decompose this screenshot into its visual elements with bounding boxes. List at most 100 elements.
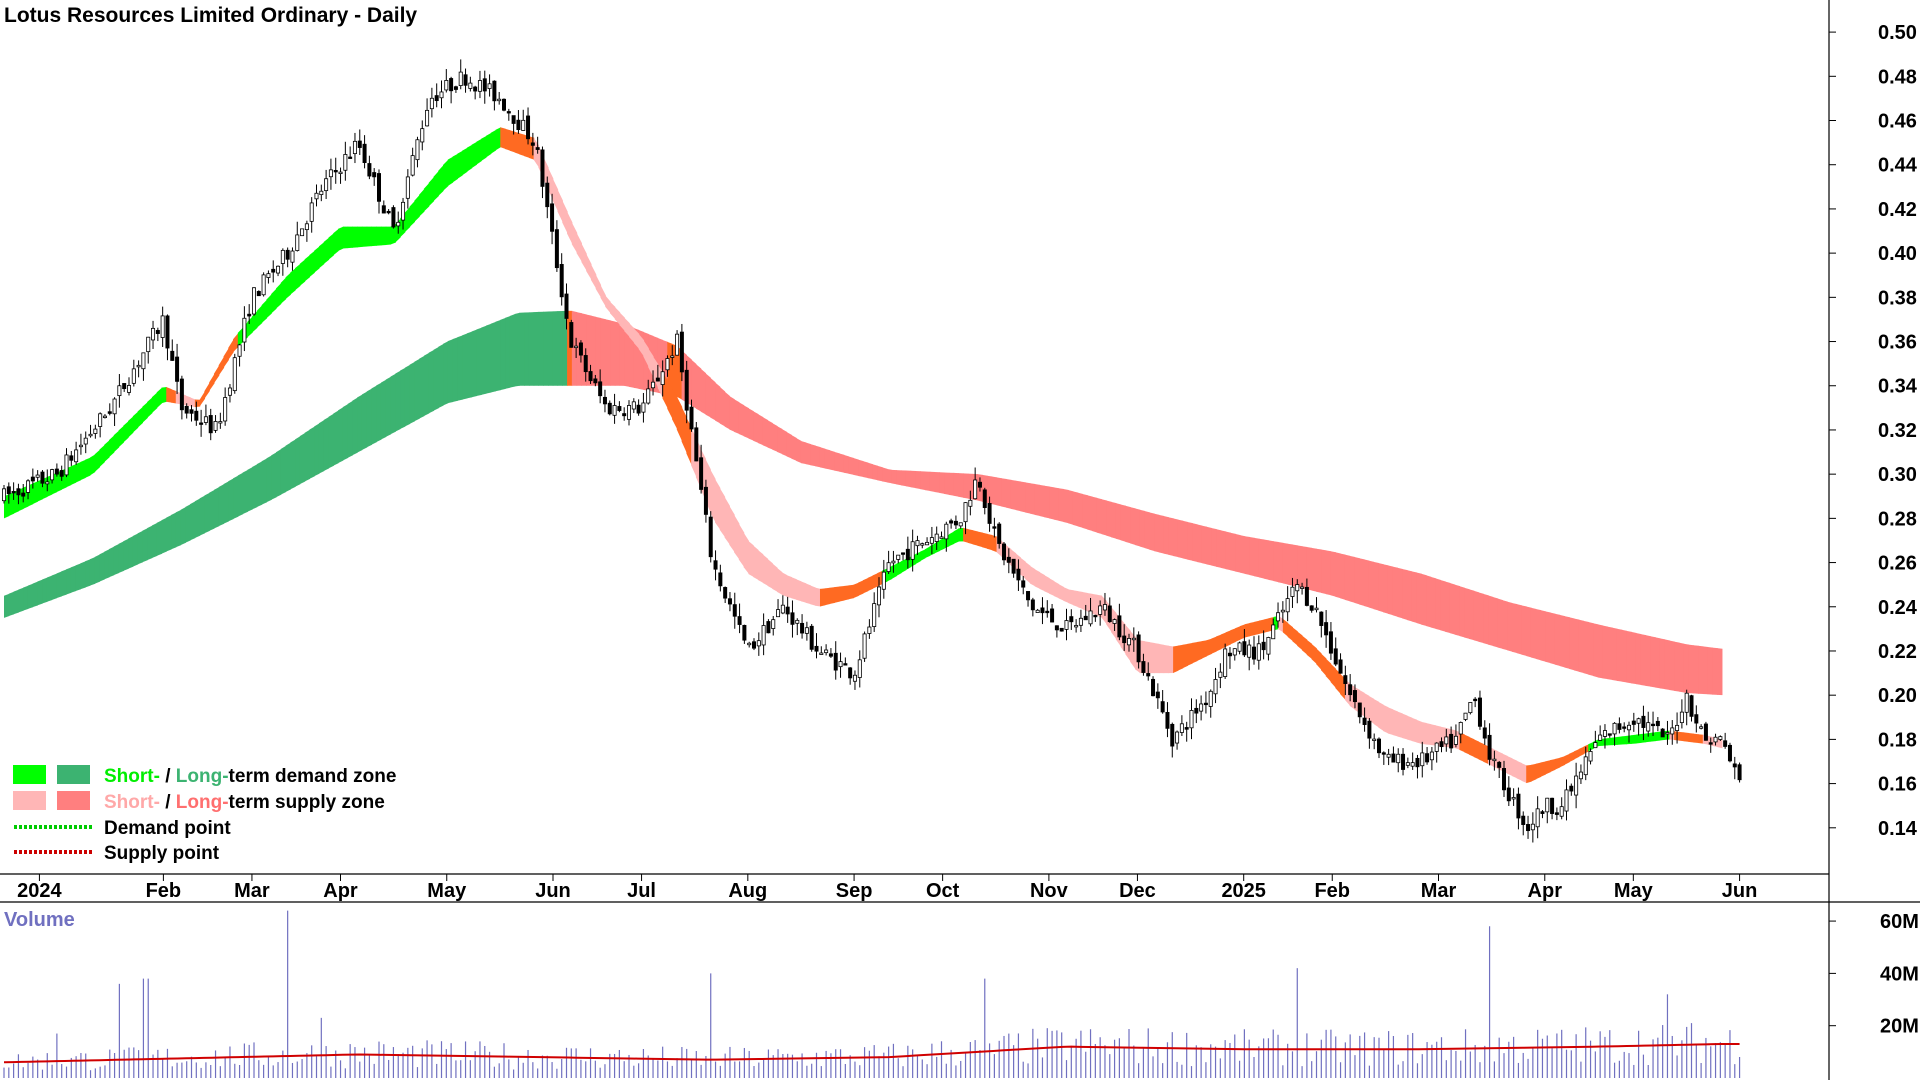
- candle-body: [526, 115, 531, 140]
- candle-body: [1477, 697, 1482, 727]
- short-band-segment: [1063, 587, 1069, 604]
- long-band-segment: [142, 528, 148, 563]
- candle-body: [703, 486, 708, 515]
- long-band-segment: [438, 343, 444, 409]
- short-band-segment: [829, 587, 835, 605]
- long-band-segment: [519, 312, 525, 386]
- candle-body: [800, 622, 805, 634]
- long-band-segment: [481, 325, 487, 395]
- long-band-segment: [1187, 521, 1193, 561]
- candle-body: [64, 454, 69, 476]
- long-band-segment: [1530, 607, 1537, 659]
- candle-body: [1612, 722, 1617, 735]
- short-band-segment: [466, 144, 473, 172]
- candle-body: [93, 428, 98, 434]
- candle-body: [401, 201, 406, 221]
- volume-axis: 60M 40M 20M: [1829, 911, 1919, 1038]
- long-band-segment: [1664, 639, 1670, 690]
- short-band-segment: [1635, 734, 1642, 744]
- candle-body: [271, 268, 276, 273]
- candle-body: [333, 170, 338, 173]
- candle-body: [1367, 720, 1372, 739]
- long-band-segment: [624, 324, 630, 387]
- long-band-segment: [1554, 613, 1561, 667]
- short-band-segment: [323, 237, 330, 265]
- long-band-segment: [18, 587, 24, 613]
- short-band-segment: [605, 295, 611, 314]
- short-band-segment: [485, 132, 492, 158]
- long-band-segment: [1521, 605, 1527, 657]
- candle-body: [256, 291, 261, 297]
- short-band-segment: [619, 312, 625, 332]
- candle-body: [1598, 734, 1603, 741]
- long-band-segment: [261, 458, 268, 505]
- candle-body: [1357, 702, 1362, 718]
- short-band-segment: [858, 580, 864, 596]
- short-band-segment: [1693, 733, 1699, 744]
- long-band-segment: [605, 319, 611, 386]
- long-band-segment: [834, 451, 840, 472]
- candle-body: [208, 415, 213, 434]
- long-band-segment: [1550, 612, 1556, 665]
- candle-body: [425, 109, 430, 127]
- candle-body: [795, 619, 800, 624]
- short-band-segment: [414, 194, 420, 222]
- candle-body: [1002, 543, 1007, 561]
- candle-body: [45, 481, 50, 485]
- short-band-segment: [161, 386, 167, 404]
- long-band-segment: [1163, 516, 1169, 555]
- candle-body: [891, 560, 896, 564]
- candle-body: [559, 264, 564, 298]
- short-band-segment: [595, 274, 602, 298]
- long-band-segment: [1478, 592, 1484, 644]
- short-band-segment: [939, 537, 945, 551]
- short-band-segment: [562, 200, 568, 234]
- short-band-segment: [772, 563, 778, 592]
- short-band-segment: [338, 226, 344, 251]
- candle-body: [752, 641, 757, 649]
- candle-body: [1550, 797, 1555, 814]
- short-band-segment: [1607, 737, 1613, 746]
- candle-body: [598, 381, 603, 397]
- short-band-segment: [1678, 731, 1685, 742]
- long-band-segment: [1044, 485, 1050, 519]
- candle-body: [747, 642, 752, 646]
- long-band-segment: [767, 420, 773, 450]
- short-band-segment: [309, 250, 315, 278]
- candle-body: [1420, 752, 1425, 767]
- long-band-segment: [1239, 535, 1246, 574]
- candle-body: [929, 537, 934, 544]
- long-band-segment: [1168, 517, 1174, 556]
- candle-body: [862, 633, 867, 659]
- y-tick-label: 0.24: [1878, 597, 1918, 619]
- short-band-segment: [423, 182, 430, 212]
- short-band-segment: [901, 558, 907, 574]
- long-band-segment: [1177, 519, 1184, 559]
- x-tick-label: 2024: [17, 880, 62, 902]
- candle-body: [1453, 735, 1458, 745]
- candle-body: [1093, 614, 1098, 618]
- long-band-segment: [700, 368, 707, 415]
- candle-body: [925, 541, 930, 546]
- long-band-segment: [600, 318, 606, 386]
- long-band-segment: [939, 472, 945, 494]
- short-band-segment: [1149, 642, 1155, 674]
- short-band-segment: [948, 531, 955, 547]
- long-band-segment: [1306, 547, 1313, 591]
- candle-body: [1732, 763, 1737, 768]
- long-band-segment: [371, 385, 377, 445]
- short-band-segment: [1511, 758, 1518, 779]
- long-band-segment: [23, 585, 29, 611]
- candle-body: [492, 80, 497, 102]
- candle-body: [1713, 736, 1718, 743]
- candle-body: [1511, 797, 1516, 800]
- short-band-segment: [366, 226, 373, 247]
- long-band-segment: [328, 413, 334, 469]
- long-band-segment: [848, 456, 854, 475]
- long-band-segment: [366, 388, 373, 448]
- short-band-segment: [805, 583, 812, 605]
- candle-body: [713, 560, 718, 570]
- short-band-segment: [433, 170, 439, 202]
- candle-body: [828, 653, 833, 657]
- short-band-segment: [1216, 634, 1222, 652]
